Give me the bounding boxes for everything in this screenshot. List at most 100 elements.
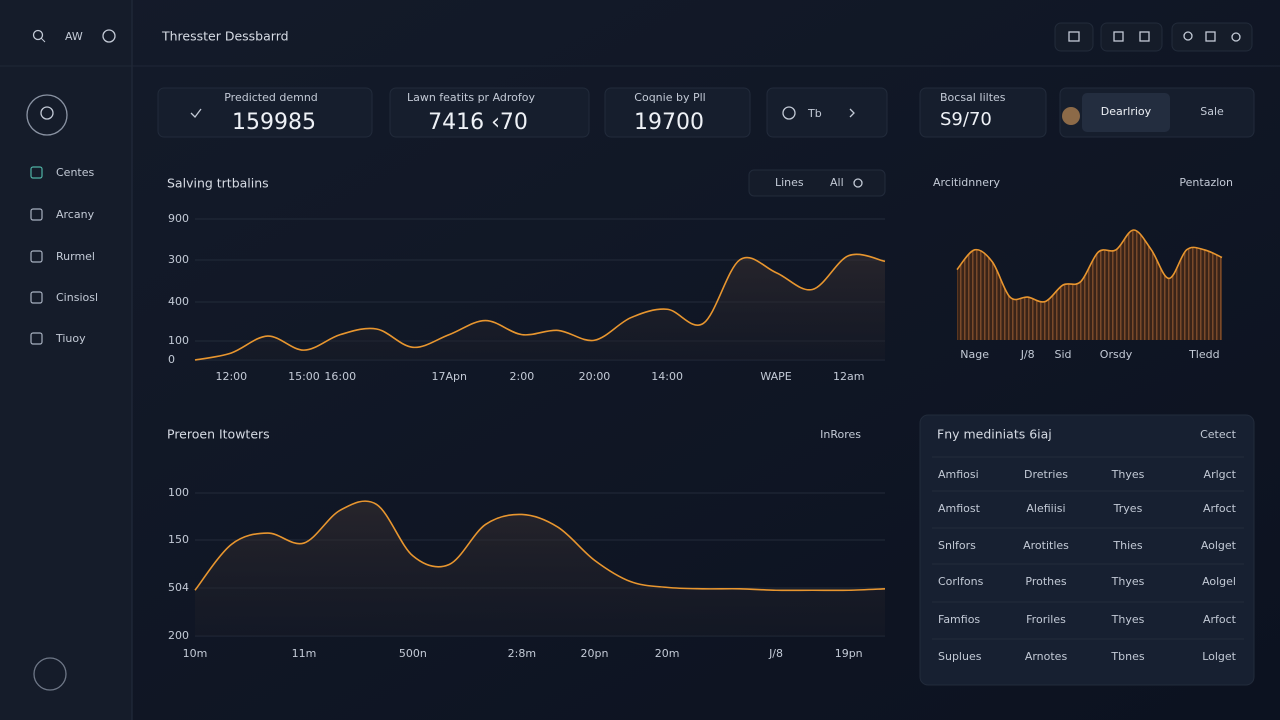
kpi-card	[919, 87, 1047, 138]
table-cell: Prothes	[1025, 575, 1067, 588]
toolbar-icon[interactable]	[853, 178, 863, 188]
avatar[interactable]	[26, 94, 68, 136]
nav-item[interactable]: Rurmel	[56, 250, 95, 263]
nav-icon	[30, 166, 43, 179]
table-cell: Thyes	[1111, 613, 1145, 626]
x-tick-label: 2:00	[509, 370, 534, 383]
nav-item[interactable]: Tiuoy	[55, 332, 86, 345]
chart-title: Preroen Itowters	[167, 427, 270, 442]
table-panel	[919, 414, 1255, 686]
widget-card[interactable]	[766, 87, 888, 138]
icon-button[interactable]	[1171, 22, 1253, 52]
x-tick-label: 14:00	[651, 370, 683, 383]
area-fill	[195, 501, 885, 636]
x-tick-label: 2:8m	[508, 647, 536, 660]
table-cell: Arfoct	[1203, 613, 1237, 626]
y-tick-label: 150	[168, 533, 189, 546]
search-icon[interactable]	[32, 29, 44, 41]
line	[194, 500, 886, 592]
nav-item[interactable]: Centes	[56, 166, 95, 179]
toolbar-option[interactable]: Lines	[775, 176, 804, 189]
kpi-card	[389, 87, 590, 138]
x-tick-label: WAPE	[760, 370, 791, 383]
nav-item[interactable]: Arcany	[56, 208, 95, 221]
nav-icon	[30, 250, 43, 263]
x-tick-label: Orsdy	[1100, 348, 1133, 361]
table-cell: Thyes	[1111, 575, 1145, 588]
icon-button[interactable]	[1100, 22, 1163, 52]
kpi-label: Lawn featits pr Adrofoy	[407, 91, 536, 104]
y-tick-label: 100	[168, 486, 189, 499]
x-tick-label: 20pn	[580, 647, 608, 660]
kpi-label: Predicted demnd	[224, 91, 318, 104]
table-cell: Famfios	[938, 613, 980, 626]
avatar-icon	[40, 106, 54, 120]
icon	[1139, 31, 1150, 42]
y-tick-label: 900	[168, 212, 189, 225]
x-tick-label: 15:00	[288, 370, 320, 383]
y-tick-label: 200	[168, 629, 189, 642]
settings-icon[interactable]	[102, 29, 116, 43]
table-cell: Froriles	[1026, 613, 1066, 626]
x-tick-label: 19pn	[835, 647, 863, 660]
icon	[1205, 31, 1216, 42]
icon	[1231, 32, 1241, 42]
chart-title: Salving trtbalins	[167, 176, 269, 191]
profile-button[interactable]	[33, 657, 67, 691]
widget-text: Tb	[807, 107, 822, 120]
table-cell: Snlfors	[938, 539, 976, 552]
x-tick-label: 20m	[655, 647, 680, 660]
y-tick-label: 300	[168, 253, 189, 266]
table-cell: Lolget	[1202, 650, 1236, 663]
kpi-card	[157, 87, 373, 138]
icon-button[interactable]	[1054, 22, 1094, 52]
x-tick-label: 10m	[183, 647, 208, 660]
toggle-active[interactable]	[1082, 93, 1170, 132]
toolbar-option[interactable]: All	[830, 176, 844, 189]
toggle-option[interactable]: Sale	[1200, 105, 1224, 118]
brand: AW	[65, 30, 83, 43]
y-tick-label: 400	[168, 295, 189, 308]
table-action[interactable]: Cetect	[1200, 428, 1237, 441]
y-tick-label: 100	[168, 334, 189, 347]
kpi-value: S9/70	[940, 109, 992, 130]
y-tick-label: 0	[168, 353, 175, 366]
x-tick-label: 11m	[292, 647, 317, 660]
x-tick-label: 12:00	[215, 370, 247, 383]
widget-icon	[782, 106, 796, 120]
nav-icon	[30, 291, 43, 304]
x-tick-label: 16:00	[324, 370, 356, 383]
table-cell: Aolgel	[1202, 575, 1236, 588]
table-cell: Suplues	[938, 650, 982, 663]
x-tick-label: Sid	[1054, 348, 1071, 361]
check-icon	[190, 108, 202, 118]
area-fill	[195, 254, 885, 360]
kpi-card	[604, 87, 751, 138]
x-tick-label: Nage	[960, 348, 989, 361]
nav-icon	[30, 208, 43, 221]
table-cell: Amfiosi	[938, 468, 979, 481]
table-cell: Thies	[1112, 539, 1143, 552]
table-cell: Aolget	[1201, 539, 1237, 552]
table-cell: Arlgct	[1204, 468, 1237, 481]
icon	[1113, 31, 1124, 42]
page-title: Thresster Dessbarrd	[161, 29, 289, 44]
x-tick-label: J/8	[1020, 348, 1035, 361]
table-cell: Tryes	[1113, 502, 1143, 515]
x-tick-label: J/8	[768, 647, 783, 660]
toggle-option[interactable]: Dearlrioy	[1101, 105, 1152, 118]
table-cell: Tbnes	[1110, 650, 1144, 663]
chevron[interactable]	[849, 108, 855, 118]
chart-subtitle: InRores	[820, 428, 861, 441]
table-cell: Arfoct	[1203, 502, 1237, 515]
area-fill	[957, 230, 1222, 340]
x-tick-label: 17Apn	[431, 370, 467, 383]
chart-subtitle: Pentazlon	[1179, 176, 1233, 189]
kpi-value: 7416 ‹70	[428, 110, 528, 135]
nav-item[interactable]: Cinsiosl	[56, 291, 98, 304]
x-tick-label: 500n	[399, 647, 427, 660]
chart-toolbar	[748, 169, 886, 197]
table-cell: Dretries	[1024, 468, 1068, 481]
